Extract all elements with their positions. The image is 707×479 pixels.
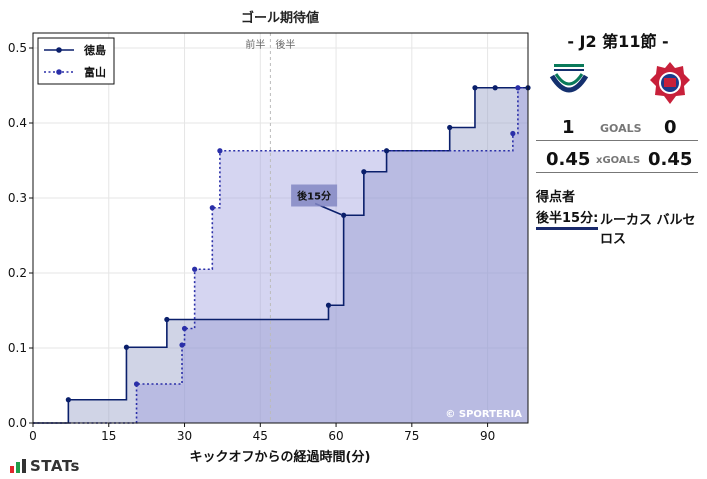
scorers-title: 得点者 xyxy=(536,190,576,205)
scorer-name: ルーカス バルセロス xyxy=(600,213,696,247)
data-point xyxy=(209,205,215,211)
data-point xyxy=(510,130,516,137)
data-point xyxy=(515,85,521,91)
copyright: © SPORTERIA xyxy=(445,409,522,420)
axis-ticks: 0 15 30 45 60 75 90 0.0 0.1 0.2 0.3 0.4 0.5 xyxy=(8,41,495,443)
legend-marker xyxy=(56,47,62,53)
legend-label: 富山 xyxy=(84,65,106,79)
goals-row: 1 GOALS 0 xyxy=(536,117,700,143)
data-point xyxy=(181,325,188,332)
first-half-label: 前半 xyxy=(245,38,265,51)
x-tick-label: 75 xyxy=(404,429,419,443)
y-tick-label: 0.0 xyxy=(8,416,27,430)
data-point xyxy=(217,148,223,154)
away-team-crest xyxy=(650,62,690,104)
second-half-label: 後半 xyxy=(275,38,295,51)
stats-logo-text: STATs xyxy=(30,457,80,475)
data-point xyxy=(179,342,185,348)
grid xyxy=(32,33,528,424)
away-goals: 0 xyxy=(664,117,677,138)
xg-label: xGOALS xyxy=(596,155,641,166)
data-point xyxy=(192,266,198,272)
x-tick-label: 30 xyxy=(177,429,192,443)
y-tick-label: 0.4 xyxy=(8,116,27,130)
chart-title: ゴール期待値 xyxy=(241,10,319,26)
goals-label: GOALS xyxy=(600,122,642,135)
crest-swoosh-icon xyxy=(549,74,589,93)
x-tick-label: 45 xyxy=(253,429,268,443)
home-xg: 0.45 xyxy=(546,149,591,170)
data-point xyxy=(361,169,367,175)
legend-box xyxy=(37,37,115,85)
home-goals: 1 xyxy=(562,117,575,138)
data-point xyxy=(164,316,170,323)
x-tick-label: 0 xyxy=(29,429,37,443)
half-time-marker: 前半 後半 xyxy=(245,33,295,423)
xg-row: 0.45 xGOALS 0.45 xyxy=(536,149,700,175)
away-xg: 0.45 xyxy=(648,149,693,170)
stats-logo: STATs xyxy=(10,457,80,475)
data-point xyxy=(341,212,347,218)
series-area xyxy=(33,87,528,423)
y-tick-label: 0.2 xyxy=(8,266,27,280)
x-tick-label: 15 xyxy=(101,429,116,443)
legend-label: 徳島 xyxy=(83,43,106,57)
series-points xyxy=(65,85,531,403)
divider xyxy=(536,140,698,141)
stats-bars-icon xyxy=(10,459,26,473)
x-axis-label: キックオフからの経過時間(分) xyxy=(190,449,371,465)
series-area xyxy=(33,87,528,423)
data-point xyxy=(133,381,140,387)
match-title: - J2 第11節 - xyxy=(567,32,669,51)
annotations: 後15分 xyxy=(291,184,342,216)
divider xyxy=(536,172,698,173)
home-team-crest xyxy=(549,64,589,93)
x-tick-label: 60 xyxy=(328,429,343,443)
data-point xyxy=(492,85,498,91)
plot-frame xyxy=(32,32,529,424)
data-point xyxy=(447,124,453,131)
annotation-label: 後15分 xyxy=(297,190,331,203)
x-tick-label: 90 xyxy=(480,429,495,443)
y-tick-label: 0.1 xyxy=(8,341,27,355)
annotation-box xyxy=(291,184,338,207)
data-point xyxy=(65,397,71,403)
data-point xyxy=(123,344,130,350)
area-fills xyxy=(33,87,528,423)
data-point xyxy=(325,302,332,308)
scorer-time: 後半15分: xyxy=(536,211,599,230)
legend-marker xyxy=(56,69,62,75)
y-tick-label: 0.3 xyxy=(8,191,27,205)
data-point xyxy=(472,85,478,91)
data-point xyxy=(383,148,390,154)
y-tick-label: 0.5 xyxy=(8,41,27,55)
